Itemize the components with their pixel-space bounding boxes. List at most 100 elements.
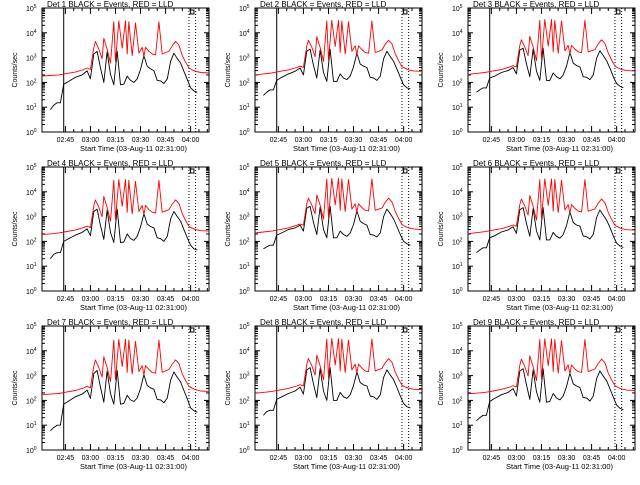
y-tick-exponent: 0: [247, 128, 250, 134]
y-tick-exponent: 0: [460, 128, 463, 134]
y-tick-exponent: 3: [460, 213, 463, 219]
x-tick-label: 04:00: [608, 137, 626, 144]
interval-bracket: [188, 9, 195, 15]
events-series-line: [263, 48, 411, 96]
y-tick-exponent: 1: [460, 103, 463, 109]
panel-title: Det 1 BLACK = Events, RED = LLD: [47, 0, 174, 9]
y-tick-label: 105: [452, 322, 463, 331]
y-tick-label: 103: [239, 54, 250, 63]
y-tick-exponent: 0: [247, 287, 250, 293]
y-tick-exponent: 5: [460, 322, 463, 328]
y-tick-label: 101: [26, 262, 37, 271]
y-tick-exponent: 5: [247, 322, 250, 328]
x-tick-label: 03:30: [345, 296, 363, 303]
y-tick-label: 103: [26, 213, 37, 222]
events-series-line: [50, 50, 198, 110]
events-series-line: [476, 368, 624, 422]
x-tick-label: 03:45: [157, 296, 175, 303]
y-tick-label: 102: [26, 237, 37, 246]
y-tick-label: 101: [239, 103, 250, 112]
y-axis-label: Counts/sec: [12, 52, 19, 88]
x-tick-label: 02:45: [483, 137, 501, 144]
y-tick-label: 103: [239, 213, 250, 222]
y-tick-exponent: 2: [247, 396, 250, 402]
x-axis-label: Start Time (03-Aug-11 02:31:00): [506, 462, 614, 471]
y-tick-exponent: 5: [460, 4, 463, 10]
y-tick-label: 103: [26, 372, 37, 381]
y-tick-exponent: 4: [460, 29, 463, 35]
x-tick-label: 03:15: [320, 296, 338, 303]
plot-frame: [41, 325, 210, 451]
y-tick-label: 101: [239, 262, 250, 271]
y-tick-exponent: 5: [34, 4, 37, 10]
y-tick-label: 105: [26, 322, 37, 331]
x-axis-label: Start Time (03-Aug-11 02:31:00): [293, 462, 401, 471]
y-tick-label: 104: [452, 29, 463, 38]
y-tick-label: 102: [239, 78, 250, 87]
y-tick-exponent: 1: [247, 262, 250, 268]
x-tick-label: 03:45: [370, 137, 388, 144]
y-tick-label: 100: [452, 287, 463, 296]
x-tick-label: 03:15: [320, 455, 338, 462]
y-tick-exponent: 2: [247, 237, 250, 243]
y-axis-label: Counts/sec: [12, 211, 19, 247]
plot-frame: [467, 325, 636, 451]
y-tick-exponent: 1: [34, 262, 37, 268]
y-tick-exponent: 1: [34, 103, 37, 109]
panel-title: Det 2 BLACK = Events, RED = LLD: [260, 0, 387, 9]
x-tick-label: 03:30: [558, 137, 576, 144]
y-axis-label: Counts/sec: [225, 370, 232, 406]
x-axis-label: Start Time (03-Aug-11 02:31:00): [506, 144, 614, 153]
interval-bracket: [614, 327, 621, 333]
x-tick-label: 03:45: [157, 137, 175, 144]
lld-series-line: [41, 179, 210, 235]
y-tick-label: 101: [26, 103, 37, 112]
y-tick-label: 100: [239, 128, 250, 137]
x-tick-label: 04:00: [182, 296, 200, 303]
y-tick-exponent: 5: [247, 163, 250, 169]
x-tick-label: 03:00: [82, 296, 100, 303]
interval-bracket: [614, 168, 621, 174]
y-tick-exponent: 0: [247, 446, 250, 452]
x-tick-label: 03:45: [583, 296, 601, 303]
x-axis-label: Start Time (03-Aug-11 02:31:00): [80, 462, 188, 471]
plot-frame: [254, 325, 423, 451]
events-series-line: [50, 208, 198, 259]
y-tick-exponent: 3: [34, 372, 37, 378]
events-series-line: [50, 370, 198, 432]
y-tick-exponent: 2: [34, 78, 37, 84]
lld-series-line: [254, 177, 423, 234]
y-tick-label: 101: [452, 421, 463, 430]
y-tick-label: 104: [26, 29, 37, 38]
y-tick-label: 104: [239, 29, 250, 38]
x-tick-label: 04:00: [395, 455, 413, 462]
y-tick-label: 104: [452, 347, 463, 356]
y-tick-exponent: 3: [34, 213, 37, 219]
y-tick-exponent: 2: [460, 78, 463, 84]
y-tick-exponent: 1: [460, 262, 463, 268]
interval-bracket: [614, 9, 621, 15]
x-tick-label: 03:30: [558, 296, 576, 303]
x-tick-label: 04:00: [608, 455, 626, 462]
y-tick-label: 100: [239, 446, 250, 455]
x-tick-label: 03:00: [82, 455, 100, 462]
interval-bracket: [401, 168, 408, 174]
y-axis-label: Counts/sec: [225, 52, 232, 88]
x-tick-label: 03:30: [345, 137, 363, 144]
y-axis-label: Counts/sec: [438, 211, 445, 247]
y-tick-exponent: 4: [247, 29, 250, 35]
y-tick-exponent: 1: [34, 421, 37, 427]
x-tick-label: 02:45: [57, 296, 75, 303]
x-axis-label: Start Time (03-Aug-11 02:31:00): [80, 303, 188, 312]
x-tick-label: 03:15: [533, 137, 551, 144]
x-axis-label: Start Time (03-Aug-11 02:31:00): [293, 303, 401, 312]
x-tick-label: 03:00: [508, 137, 526, 144]
x-tick-label: 03:30: [132, 137, 150, 144]
y-tick-label: 100: [26, 446, 37, 455]
y-tick-exponent: 5: [34, 163, 37, 169]
plot-frame: [41, 166, 210, 292]
